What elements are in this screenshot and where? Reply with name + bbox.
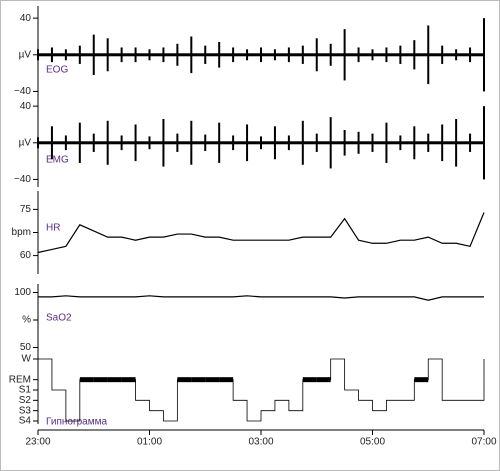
y-tick-label: 40 [20,13,32,24]
panel-label: Гипнограмма [46,417,107,428]
y-tick-label: bpm [12,227,31,238]
x-tick-label: 07:00 [471,437,496,448]
y-tick-label: % [22,315,31,326]
y-tick-label: S4 [19,416,32,427]
signal-line [37,212,485,254]
panel-label: SaO2 [46,313,72,324]
y-tick-label: REM [9,374,31,385]
y-tick-label: µV [19,49,32,60]
x-tick-label: 05:00 [360,437,385,448]
x-tick-label: 01:00 [137,437,162,448]
panel-label: HR [46,223,60,234]
y-tick-label: S3 [19,405,32,416]
signal-line [38,295,484,301]
y-tick-label: 60 [20,250,32,261]
y-tick-label: 50 [20,342,32,353]
y-tick-label: −40 [14,86,31,97]
y-tick-label: 100 [14,287,31,298]
y-tick-label: µV [19,137,32,148]
y-tick-label: 75 [20,204,32,215]
x-tick-label: 23:00 [25,437,50,448]
x-tick-label: 03:00 [248,437,273,448]
y-tick-label: S2 [19,395,32,406]
y-tick-label: −40 [14,174,31,185]
panel-label: EOG [46,65,68,76]
y-tick-label: W [22,354,32,365]
y-tick-label: 40 [20,101,32,112]
panel-label: EMG [46,155,69,166]
y-tick-label: S1 [19,385,32,396]
